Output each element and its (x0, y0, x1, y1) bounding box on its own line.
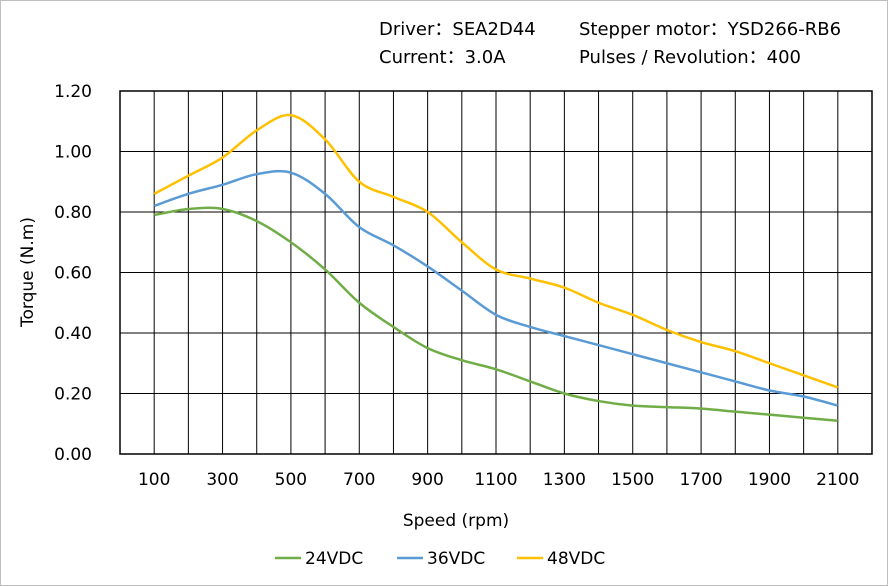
x-tick-label: 900 (411, 470, 443, 490)
legend-label: 36VDC (427, 549, 485, 569)
x-tick-label: 1500 (611, 470, 654, 490)
y-tick-label: 0.80 (54, 203, 92, 223)
legend-label: 48VDC (547, 549, 605, 569)
x-tick-label: 100 (138, 470, 170, 490)
legend-label: 24VDC (305, 549, 363, 569)
header-driver: Driver：SEA2D44 (379, 19, 536, 40)
x-tick-label: 500 (275, 470, 307, 490)
y-tick-label: 0.00 (54, 445, 92, 465)
x-tick-label: 1300 (543, 470, 586, 490)
header-pulses: Pulses / Revolution：400 (579, 47, 801, 68)
series-line-24VDC (153, 206, 838, 422)
y-tick-label: 0.40 (54, 324, 92, 344)
series-line-36VDC (153, 169, 839, 407)
header-motor: Stepper motor：YSD266-RB6 (579, 19, 841, 40)
y-tick-label: 0.60 (54, 264, 92, 284)
x-tick-label: 1700 (679, 470, 722, 490)
x-axis-label: Speed (rpm) (403, 511, 509, 531)
x-tick-label: 300 (206, 470, 238, 490)
x-tick-label: 700 (343, 470, 375, 490)
y-tick-label: 1.20 (54, 82, 92, 102)
x-tick-label: 2100 (816, 470, 859, 490)
header-current: Current：3.0A (379, 47, 506, 68)
plot-border (119, 90, 873, 455)
x-tick-label: 1100 (474, 470, 517, 490)
y-axis-label: Torque (N.m) (18, 217, 38, 328)
x-tick-label: 1900 (748, 470, 791, 490)
y-tick-label: 1.00 (54, 143, 92, 163)
series-line-48VDC (153, 113, 839, 389)
y-tick-label: 0.20 (54, 385, 92, 405)
